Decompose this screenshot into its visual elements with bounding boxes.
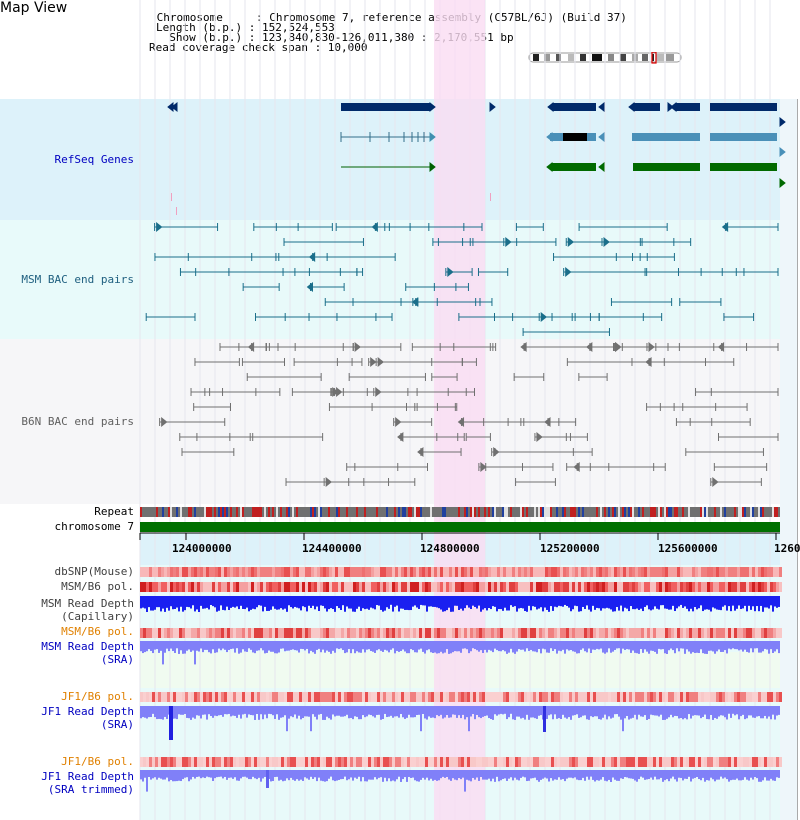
position-axis xyxy=(139,532,780,540)
repeat-track xyxy=(140,507,780,517)
tick-label-124400000: 124400000 xyxy=(302,542,362,555)
label-jf1-b6-pol-trimmed: JF1/B6 pol. xyxy=(61,755,134,768)
label-refseq: RefSeq Genes xyxy=(54,153,134,166)
label-jf1-depth-trimmed: JF1 Read Depth xyxy=(41,770,134,783)
label-chromosome: chromosome 7 xyxy=(54,520,134,533)
highlight-region xyxy=(434,0,485,820)
label-msm-bac: MSM BAC end pairs xyxy=(21,273,134,286)
label-msm-depth-sra: MSM Read Depth xyxy=(41,640,134,653)
label-msm-b6-pol: MSM/B6 pol. xyxy=(61,580,134,593)
right-strip xyxy=(780,99,798,820)
length-info: Length (b.p.) : 152,524,553 xyxy=(156,21,335,34)
b6n-bac-track xyxy=(159,341,779,488)
msm-bac-track xyxy=(145,221,779,336)
label-msm-depth-sra-sub: (SRA) xyxy=(100,653,134,666)
right-border xyxy=(797,99,798,820)
label-jf1-depth-trimmed-sub: (SRA trimmed) xyxy=(47,783,134,796)
label-jf1-b6-pol: JF1/B6 pol. xyxy=(61,690,134,703)
tick-label-end: 1260 xyxy=(774,542,800,555)
label-msm-depth-capillary: MSM Read Depth xyxy=(41,597,134,610)
label-jf1-depth: JF1 Read Depth xyxy=(41,705,134,718)
label-msm-b6-pol-sra: MSM/B6 pol. xyxy=(61,625,134,638)
coverage-span-info: Read coverage check span : 10,000 xyxy=(149,41,368,54)
tick-label-125600000: 125600000 xyxy=(658,542,718,555)
tick-label-124000000: 124000000 xyxy=(172,542,232,555)
chromosome-bar xyxy=(140,522,780,532)
tick-label-124800000: 124800000 xyxy=(420,542,480,555)
label-b6n-bac: B6N BAC end pairs xyxy=(21,415,134,428)
page-title: Map View xyxy=(0,0,68,16)
polymorphism-heatmaps xyxy=(140,567,782,767)
read-depth-tracks xyxy=(140,596,780,792)
tick-label-125200000: 125200000 xyxy=(540,542,600,555)
label-jf1-depth-sub: (SRA) xyxy=(100,718,134,731)
label-dbsnp: dbSNP(Mouse) xyxy=(54,565,134,578)
label-repeat: Repeat xyxy=(94,505,134,518)
label-msm-depth-capillary-sub: (Capillary) xyxy=(61,610,134,623)
refseq-gene-track xyxy=(167,101,786,215)
